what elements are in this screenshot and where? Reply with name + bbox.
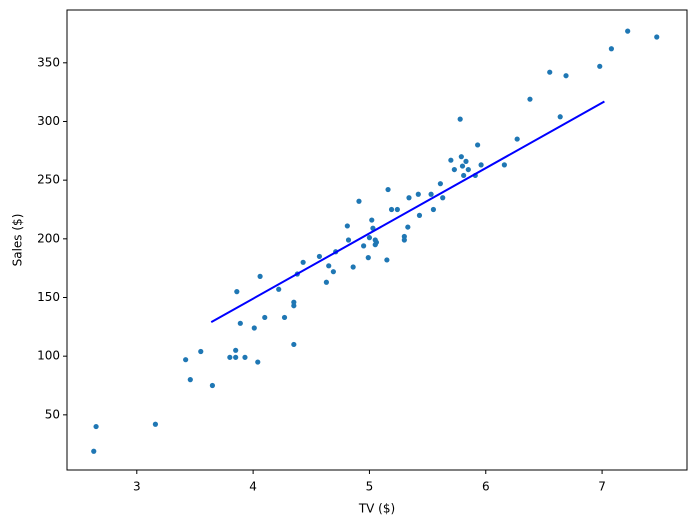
data-point	[461, 172, 467, 179]
data-point	[416, 212, 423, 218]
data-point	[440, 195, 446, 201]
data-point	[373, 239, 380, 245]
data-point	[394, 206, 400, 213]
data-point	[388, 206, 395, 213]
data-point	[475, 142, 481, 148]
plot-frame	[66, 9, 688, 471]
y-tick-label: 250	[37, 173, 60, 187]
data-point	[187, 377, 193, 383]
data-point	[152, 421, 159, 427]
data-point	[448, 157, 454, 163]
x-tick-label: 5	[366, 480, 374, 494]
data-point	[356, 198, 362, 204]
data-point	[281, 314, 288, 321]
data-point	[209, 382, 216, 389]
data-point	[384, 257, 390, 263]
data-point	[428, 191, 434, 197]
data-point	[316, 253, 323, 260]
y-tick-label: 100	[37, 349, 60, 363]
y-axis-label: Sales ($)	[11, 214, 25, 267]
data-point	[430, 206, 437, 213]
data-point	[547, 69, 553, 75]
x-tick-label: 4	[249, 480, 257, 494]
data-point	[437, 181, 443, 187]
y-tick-label: 50	[45, 407, 60, 421]
data-point	[361, 243, 367, 249]
data-point	[233, 347, 239, 353]
data-point	[291, 299, 297, 305]
data-point	[465, 166, 471, 173]
data-point	[406, 195, 412, 201]
data-point	[365, 255, 371, 261]
data-point	[597, 63, 603, 69]
data-point	[323, 279, 329, 285]
y-tick-label: 350	[37, 55, 60, 69]
data-point	[227, 354, 233, 360]
data-point	[198, 348, 204, 355]
data-point	[369, 217, 375, 223]
data-point	[459, 163, 466, 169]
data-point	[463, 158, 469, 164]
data-point	[350, 264, 356, 270]
fit-line	[210, 100, 605, 324]
data-point	[326, 263, 332, 269]
data-point	[654, 34, 660, 40]
x-tick-label: 3	[133, 480, 141, 494]
data-point	[457, 116, 463, 122]
data-point	[514, 136, 520, 142]
data-point	[401, 237, 407, 243]
data-point	[257, 273, 263, 279]
data-point	[330, 269, 336, 275]
data-point	[237, 320, 243, 326]
data-point	[451, 166, 457, 173]
data-point	[291, 341, 297, 348]
data-point	[385, 186, 391, 193]
data-point	[625, 28, 631, 34]
data-point	[478, 162, 484, 168]
x-axis-label: TV ($)	[358, 502, 395, 516]
data-point	[91, 448, 97, 454]
x-tick-label: 7	[598, 480, 606, 494]
data-point	[234, 289, 240, 295]
data-point	[405, 224, 411, 230]
data-point	[344, 223, 350, 229]
data-point	[415, 191, 421, 197]
data-point	[93, 423, 99, 430]
data-point	[557, 114, 563, 120]
data-point	[233, 354, 239, 360]
data-point	[501, 162, 507, 168]
y-tick-label: 150	[37, 290, 60, 304]
data-point	[608, 46, 614, 52]
data-point	[563, 73, 569, 79]
data-point	[345, 237, 352, 243]
y-tick-label: 200	[37, 231, 60, 245]
data-point	[183, 357, 189, 363]
data-point	[276, 286, 282, 292]
data-point	[251, 325, 257, 331]
data-point	[242, 354, 248, 360]
y-tick-label: 300	[37, 114, 60, 128]
data-point	[458, 154, 464, 160]
data-point	[262, 314, 268, 321]
data-point	[300, 259, 306, 265]
data-point	[366, 235, 373, 241]
data-point	[527, 96, 533, 102]
x-tick-label: 6	[482, 480, 490, 494]
data-point	[255, 359, 261, 365]
